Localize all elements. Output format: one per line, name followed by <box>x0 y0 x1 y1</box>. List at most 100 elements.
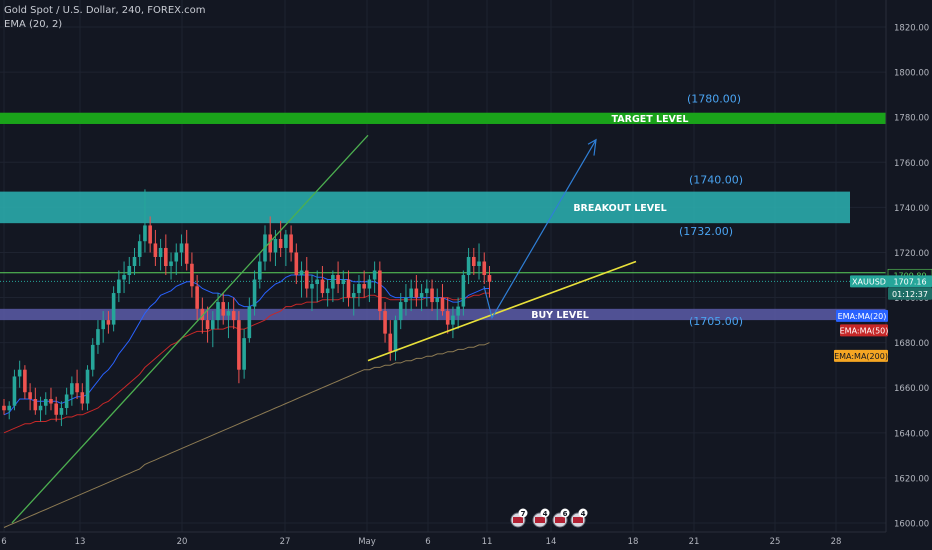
candle-body <box>310 284 314 289</box>
zone-target-level: TARGET LEVEL (1780.00) <box>0 93 886 125</box>
event-badge[interactable]: 6 <box>552 508 570 528</box>
zone-price-note: (1780.00) <box>687 93 741 106</box>
candle-body <box>237 320 241 370</box>
candle <box>257 252 262 289</box>
candle <box>7 401 12 420</box>
candle-body <box>378 270 382 312</box>
candle-body <box>247 306 252 339</box>
candle-body <box>325 288 330 294</box>
candle-body <box>132 256 137 266</box>
candle <box>148 216 152 253</box>
candle-body <box>398 302 403 321</box>
ascending-trend-line <box>367 260 637 362</box>
price-tick-label: 1720.00 <box>894 249 929 259</box>
candle <box>17 360 22 388</box>
zone-price-note: (1740.00) <box>689 174 743 187</box>
candle <box>477 243 481 280</box>
zone-band <box>0 191 850 224</box>
price-label-countdown: 01:12:37 <box>888 287 932 300</box>
price-labels: 1709.89XAUUSD1707.1601:12:37EMA:MA(20)EM… <box>834 268 932 362</box>
candle-body <box>477 261 481 266</box>
zone-label: BUY LEVEL <box>531 310 589 321</box>
candle <box>430 279 434 312</box>
price-label-last: 1707.16 <box>888 275 932 288</box>
candle <box>33 387 38 415</box>
candle <box>325 279 330 307</box>
candle <box>28 383 32 411</box>
candle <box>179 234 184 266</box>
event-badge[interactable]: 4 <box>570 508 588 528</box>
candle-body <box>49 399 53 404</box>
candle-body <box>414 288 419 298</box>
candle <box>106 311 111 334</box>
time-tick-label: 14 <box>546 537 557 547</box>
candle-body <box>273 238 278 253</box>
candle-body <box>226 311 231 316</box>
badge-count-bg <box>578 508 588 518</box>
candle <box>70 376 74 406</box>
time-tick-label: 6 <box>1 537 6 547</box>
candle-body <box>284 234 288 248</box>
candle <box>414 275 419 307</box>
price-label-ema200: EMA:MA(200) <box>834 349 888 362</box>
candle <box>445 297 450 334</box>
candle-body <box>289 234 293 253</box>
zone-label: BREAKOUT LEVEL <box>573 203 666 214</box>
candle-body <box>435 297 440 303</box>
candle <box>190 252 194 298</box>
candle <box>12 369 17 411</box>
candle <box>378 261 382 321</box>
candle-body <box>2 405 6 411</box>
candle-body <box>315 279 319 285</box>
candle-body <box>409 288 413 298</box>
candle <box>49 387 53 411</box>
candle <box>466 247 471 285</box>
candle-body <box>242 338 246 370</box>
badge-count-bg <box>560 508 570 518</box>
candle <box>268 216 273 262</box>
candle-body <box>200 308 205 321</box>
price-tick-label: 1620.00 <box>894 474 929 484</box>
ema50-line <box>3 292 490 434</box>
candle-body <box>85 369 90 404</box>
price-label-bg <box>888 275 932 288</box>
candle <box>85 365 90 411</box>
price-label-bg <box>840 324 888 337</box>
candle <box>169 252 173 280</box>
flag-stripe <box>555 517 565 523</box>
candle <box>341 270 346 303</box>
zone-breakout-level: BREAKOUT LEVEL (1740.00) (1732.00) <box>0 174 850 238</box>
price-tick-label: 1600.00 <box>894 519 929 529</box>
candle-body <box>7 405 12 411</box>
badge-count-bg <box>518 508 528 518</box>
projection-path <box>483 139 597 320</box>
event-badge[interactable]: 4 <box>532 508 550 528</box>
candle <box>75 369 79 399</box>
zone-label: TARGET LEVEL <box>612 114 689 125</box>
candle <box>226 302 231 339</box>
candle <box>211 311 215 348</box>
candle <box>90 338 95 377</box>
candle-body <box>336 275 340 285</box>
price-tick-label: 1680.00 <box>894 339 929 349</box>
candle <box>132 247 137 276</box>
candle <box>393 315 398 361</box>
candle-body <box>195 286 199 309</box>
candle-body <box>90 344 95 370</box>
event-badge[interactable]: 7 <box>510 508 528 528</box>
candle-body <box>346 279 351 298</box>
candles <box>2 189 492 427</box>
candle <box>143 189 147 253</box>
candle <box>331 270 335 303</box>
badge-count: 6 <box>563 510 568 518</box>
arrow-head <box>587 138 597 156</box>
candle <box>315 270 319 303</box>
candle <box>336 261 340 294</box>
zone-lower-note: (1732.00) <box>679 225 733 238</box>
candle-body <box>440 297 445 312</box>
candle-body <box>456 306 460 316</box>
candle <box>383 302 387 343</box>
candle <box>487 266 492 298</box>
candle <box>299 261 304 298</box>
